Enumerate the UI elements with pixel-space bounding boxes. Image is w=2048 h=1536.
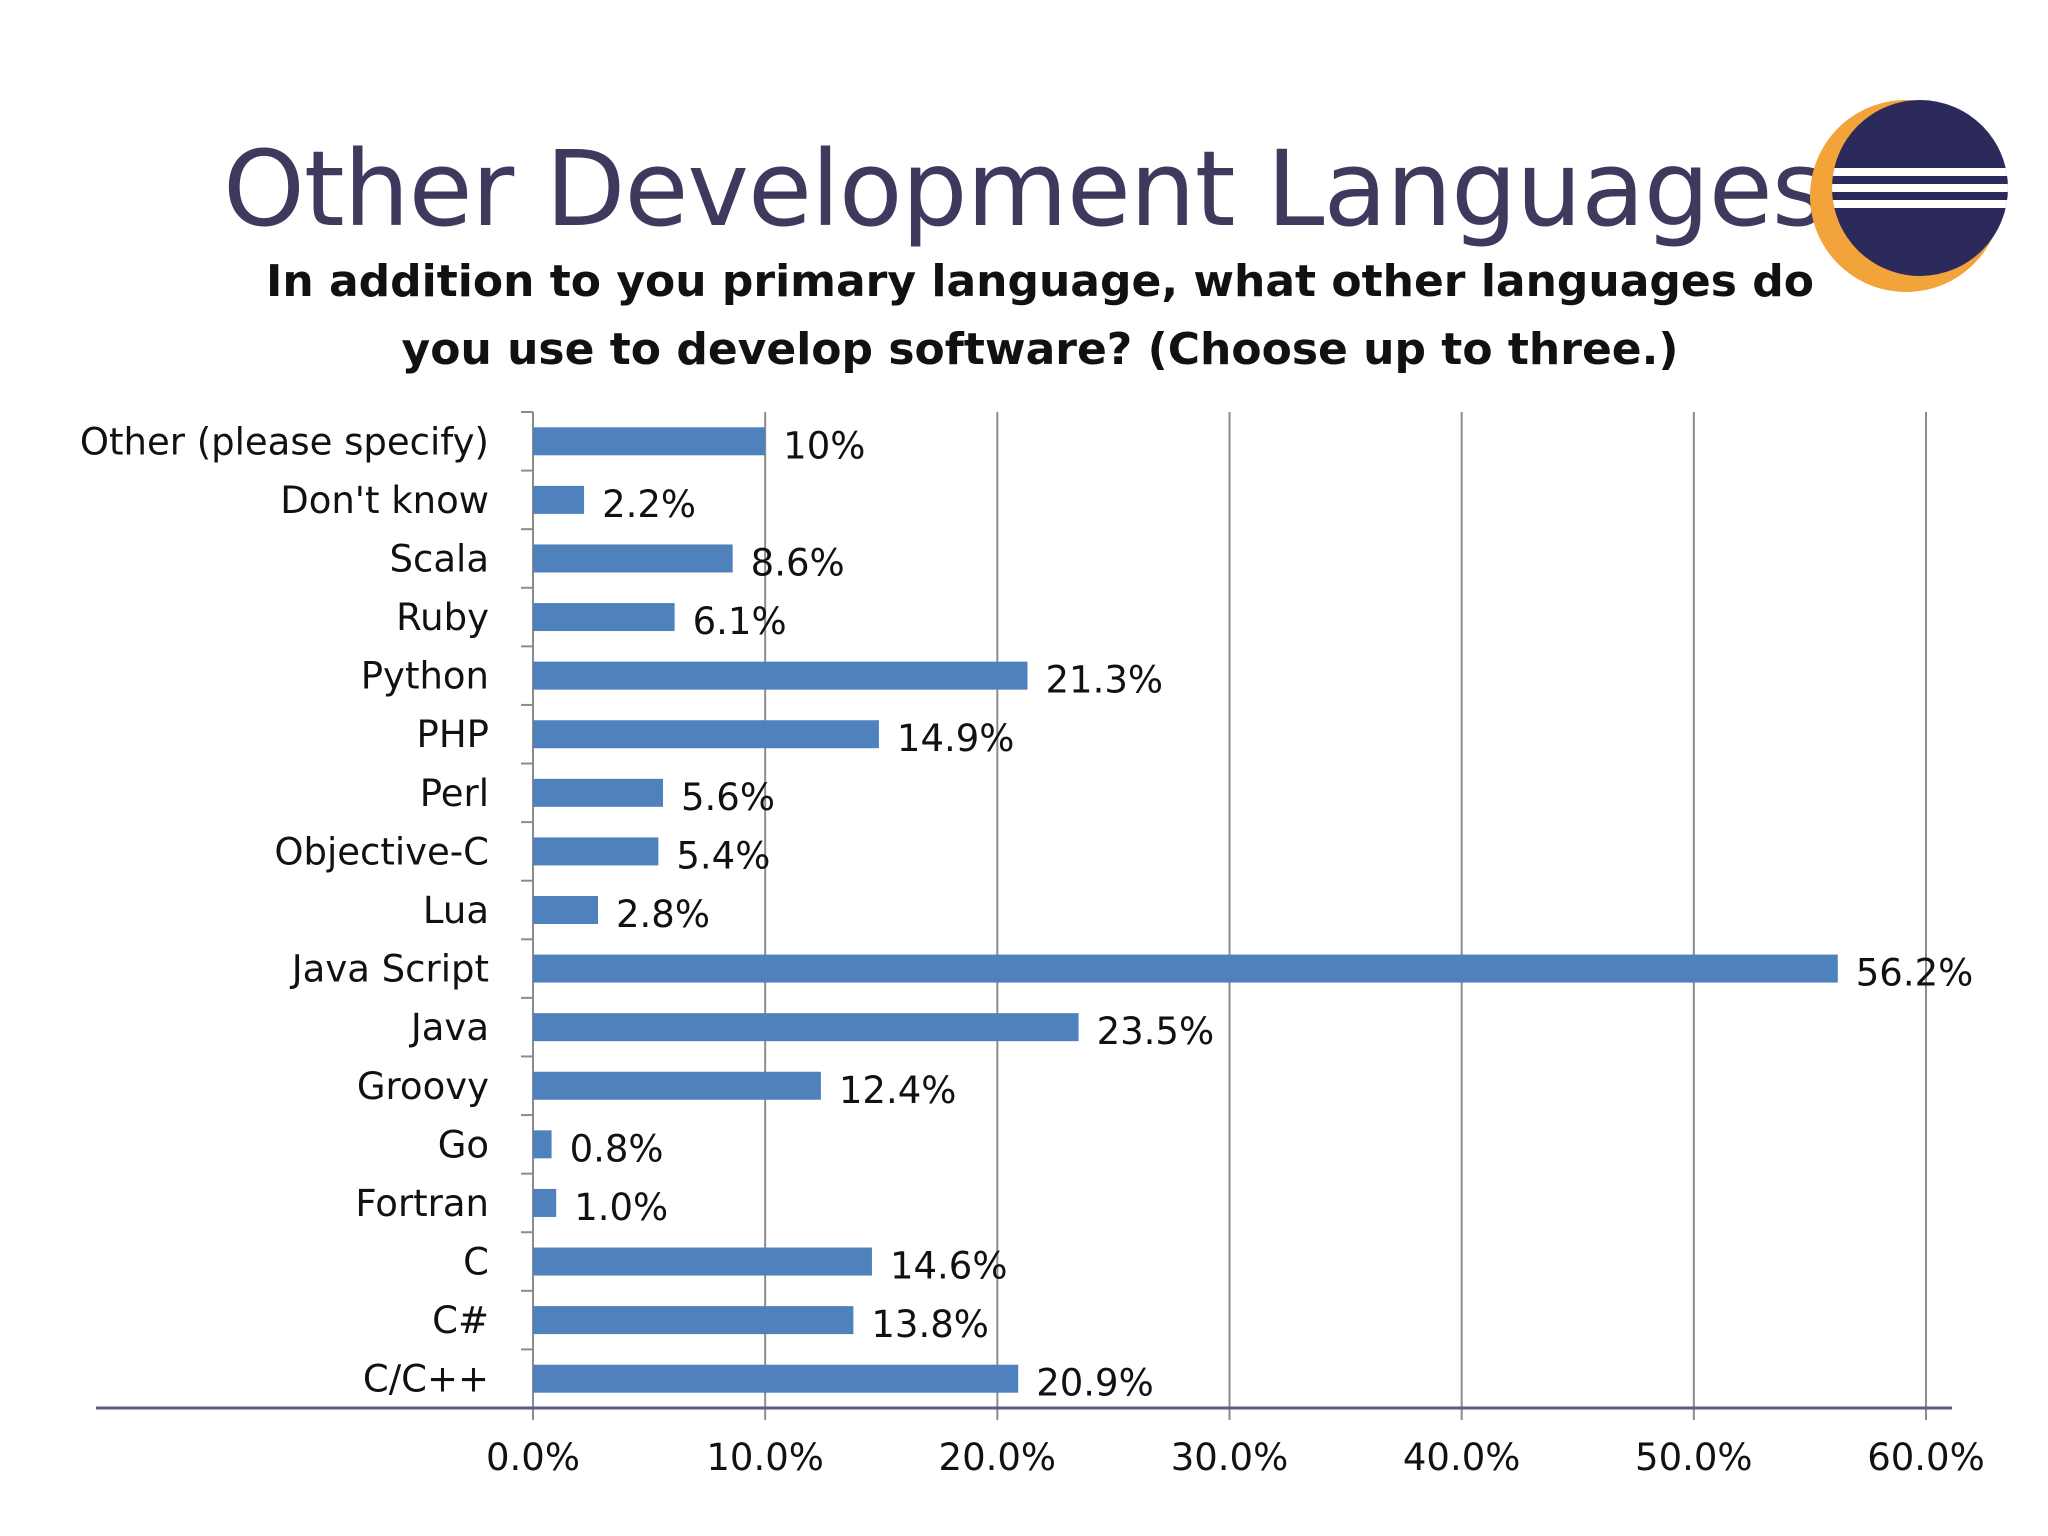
bar	[533, 1071, 821, 1100]
data-label: 56.2%	[1856, 952, 1974, 995]
data-label: 10%	[783, 424, 865, 467]
category-label: Go	[438, 1123, 489, 1166]
data-label: 14.6%	[890, 1245, 1008, 1288]
category-label: PHP	[417, 713, 489, 756]
bar	[533, 1247, 872, 1276]
category-label: Lua	[423, 889, 489, 932]
data-label: 23.5%	[1097, 1010, 1215, 1053]
bar	[533, 603, 675, 632]
category-label: Python	[361, 655, 489, 698]
bar	[533, 544, 733, 573]
data-label: 13.8%	[871, 1303, 989, 1346]
bar	[533, 837, 659, 866]
eclipse-logo-icon	[1810, 100, 2008, 292]
data-label: 21.3%	[1046, 659, 1164, 702]
category-label: Java	[409, 1006, 489, 1049]
category-label: C#	[432, 1299, 489, 1342]
bar	[533, 778, 664, 807]
data-label: 1.0%	[574, 1186, 668, 1229]
category-label: C/C++	[363, 1358, 489, 1401]
category-label: Other (please specify)	[80, 420, 489, 463]
data-label: 2.8%	[616, 893, 710, 936]
bar	[533, 427, 766, 456]
category-label: Scala	[390, 537, 489, 580]
bar	[533, 661, 1028, 690]
data-label: 2.2%	[602, 483, 696, 526]
data-label: 6.1%	[693, 600, 787, 643]
category-label: C	[463, 1241, 489, 1284]
bar	[533, 485, 585, 514]
x-tick-label: 10.0%	[706, 1436, 824, 1479]
x-tick-label: 60.0%	[1867, 1436, 1985, 1479]
category-label: Fortran	[355, 1182, 489, 1225]
x-tick-label: 0.0%	[486, 1436, 580, 1479]
category-label: Perl	[420, 772, 489, 815]
bar	[533, 1130, 552, 1159]
data-label: 20.9%	[1036, 1362, 1154, 1405]
data-label: 8.6%	[751, 541, 845, 584]
category-label: Don't know	[280, 479, 489, 522]
data-label: 0.8%	[570, 1127, 664, 1170]
category-label: Groovy	[357, 1065, 489, 1108]
bar	[533, 954, 1838, 983]
data-label: 14.9%	[897, 717, 1015, 760]
logo-stripes	[1832, 168, 2008, 208]
bar	[533, 720, 879, 749]
x-tick-label: 20.0%	[939, 1436, 1057, 1479]
data-label: 5.4%	[676, 834, 770, 877]
x-tick-label: 40.0%	[1403, 1436, 1521, 1479]
x-tick-label: 50.0%	[1635, 1436, 1753, 1479]
category-label: Objective-C	[274, 830, 489, 873]
survey-question: In addition to you primary language, wha…	[265, 256, 1815, 375]
category-label: Ruby	[396, 596, 489, 639]
x-tick-label: 30.0%	[1171, 1436, 1289, 1479]
bar	[533, 1364, 1019, 1393]
data-label: 5.6%	[681, 776, 775, 819]
bar	[533, 896, 599, 924]
data-label: 12.4%	[839, 1069, 957, 1112]
slide-title: Other Development Languages	[223, 128, 1826, 250]
bar	[533, 1306, 854, 1335]
bar	[533, 1188, 557, 1217]
bar	[533, 1013, 1079, 1042]
category-label: Java Script	[290, 948, 489, 991]
